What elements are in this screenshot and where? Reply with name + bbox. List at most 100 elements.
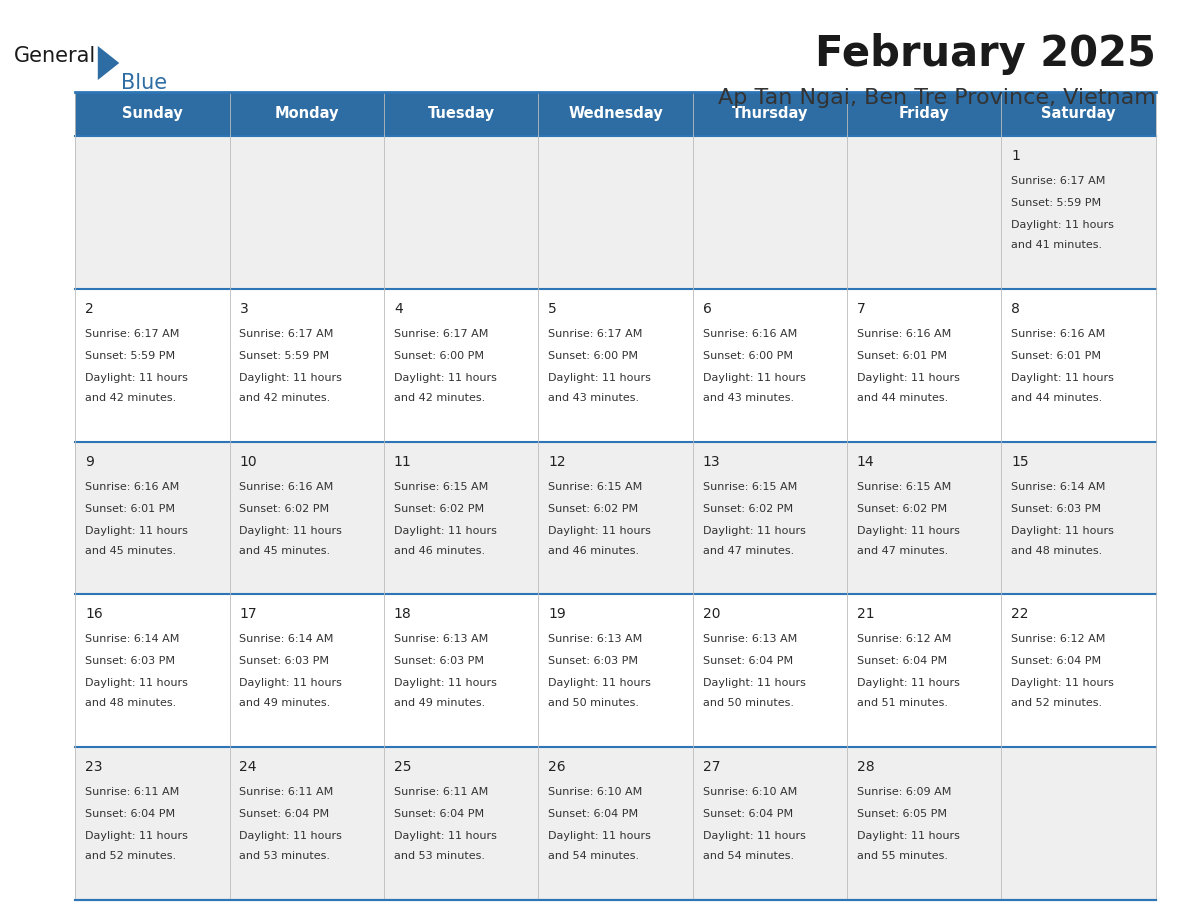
Bar (693, 289, 847, 442)
Text: and 48 minutes.: and 48 minutes. (86, 699, 176, 709)
Text: Tuesday: Tuesday (428, 106, 494, 121)
Bar (384, 289, 538, 442)
Text: Daylight: 11 hours: Daylight: 11 hours (1011, 678, 1114, 688)
Text: Sunrise: 6:10 AM: Sunrise: 6:10 AM (548, 788, 643, 797)
Text: 27: 27 (702, 760, 720, 774)
Bar (229, 594, 384, 747)
Text: Daylight: 11 hours: Daylight: 11 hours (548, 831, 651, 841)
Text: Wednesday: Wednesday (568, 106, 663, 121)
Bar (1001, 594, 1156, 747)
Bar (75, 747, 229, 900)
Text: Sunset: 6:02 PM: Sunset: 6:02 PM (240, 504, 329, 513)
Text: Friday: Friday (899, 106, 949, 121)
Text: Daylight: 11 hours: Daylight: 11 hours (240, 526, 342, 535)
Text: Sunrise: 6:12 AM: Sunrise: 6:12 AM (1011, 634, 1106, 644)
Bar (847, 136, 1001, 289)
Bar (384, 594, 538, 747)
Text: Sunset: 6:04 PM: Sunset: 6:04 PM (86, 809, 176, 819)
Text: 11: 11 (394, 454, 411, 468)
Text: Daylight: 11 hours: Daylight: 11 hours (857, 678, 960, 688)
Text: Daylight: 11 hours: Daylight: 11 hours (240, 678, 342, 688)
Bar (847, 747, 1001, 900)
Bar (229, 747, 384, 900)
Text: Sunrise: 6:16 AM: Sunrise: 6:16 AM (86, 482, 179, 492)
Text: Sunset: 6:04 PM: Sunset: 6:04 PM (548, 809, 638, 819)
Bar (693, 594, 847, 747)
Text: 22: 22 (1011, 608, 1029, 621)
Bar (75, 442, 229, 594)
Text: 15: 15 (1011, 454, 1029, 468)
Text: Sunset: 5:59 PM: Sunset: 5:59 PM (240, 351, 329, 361)
Text: and 49 minutes.: and 49 minutes. (394, 699, 485, 709)
Text: Sunrise: 6:16 AM: Sunrise: 6:16 AM (1011, 329, 1106, 339)
Text: 24: 24 (240, 760, 257, 774)
Text: Sunset: 6:04 PM: Sunset: 6:04 PM (702, 809, 792, 819)
Text: Sunrise: 6:16 AM: Sunrise: 6:16 AM (857, 329, 952, 339)
Text: Sunset: 6:02 PM: Sunset: 6:02 PM (548, 504, 638, 513)
Bar (229, 136, 384, 289)
Text: Daylight: 11 hours: Daylight: 11 hours (548, 678, 651, 688)
Text: 13: 13 (702, 454, 720, 468)
Text: Sunset: 6:00 PM: Sunset: 6:00 PM (394, 351, 484, 361)
Text: and 44 minutes.: and 44 minutes. (857, 393, 948, 403)
Text: Sunset: 6:02 PM: Sunset: 6:02 PM (857, 504, 947, 513)
Bar (693, 747, 847, 900)
Text: Sunrise: 6:17 AM: Sunrise: 6:17 AM (86, 329, 179, 339)
Text: 9: 9 (86, 454, 94, 468)
Text: and 54 minutes.: and 54 minutes. (702, 851, 794, 861)
Text: 23: 23 (86, 760, 102, 774)
Text: 1: 1 (1011, 149, 1020, 163)
Text: Sunset: 6:01 PM: Sunset: 6:01 PM (86, 504, 175, 513)
Text: Daylight: 11 hours: Daylight: 11 hours (86, 526, 188, 535)
Text: Sunrise: 6:15 AM: Sunrise: 6:15 AM (702, 482, 797, 492)
Text: Sunrise: 6:15 AM: Sunrise: 6:15 AM (394, 482, 488, 492)
Bar (75, 92, 1156, 136)
Text: February 2025: February 2025 (815, 33, 1156, 75)
Text: Sunrise: 6:11 AM: Sunrise: 6:11 AM (86, 788, 179, 797)
Text: 26: 26 (548, 760, 565, 774)
Text: and 44 minutes.: and 44 minutes. (1011, 393, 1102, 403)
Text: Daylight: 11 hours: Daylight: 11 hours (86, 831, 188, 841)
Text: 28: 28 (857, 760, 874, 774)
Text: 14: 14 (857, 454, 874, 468)
Text: and 51 minutes.: and 51 minutes. (857, 699, 948, 709)
Text: Sunset: 5:59 PM: Sunset: 5:59 PM (1011, 198, 1101, 208)
Text: Sunrise: 6:16 AM: Sunrise: 6:16 AM (702, 329, 797, 339)
Bar (847, 289, 1001, 442)
Text: and 48 minutes.: and 48 minutes. (1011, 545, 1102, 555)
Text: 4: 4 (394, 302, 403, 316)
Text: and 50 minutes.: and 50 minutes. (548, 699, 639, 709)
Text: Sunset: 6:04 PM: Sunset: 6:04 PM (240, 809, 329, 819)
Text: Sunset: 6:00 PM: Sunset: 6:00 PM (702, 351, 792, 361)
Text: Sunrise: 6:17 AM: Sunrise: 6:17 AM (240, 329, 334, 339)
Bar (847, 594, 1001, 747)
Text: and 45 minutes.: and 45 minutes. (86, 545, 176, 555)
Text: and 41 minutes.: and 41 minutes. (1011, 240, 1102, 250)
Bar (847, 442, 1001, 594)
Text: and 42 minutes.: and 42 minutes. (86, 393, 176, 403)
Text: Sunset: 6:05 PM: Sunset: 6:05 PM (857, 809, 947, 819)
Text: Sunrise: 6:10 AM: Sunrise: 6:10 AM (702, 788, 797, 797)
Text: Sunrise: 6:15 AM: Sunrise: 6:15 AM (857, 482, 952, 492)
Text: Sunset: 6:00 PM: Sunset: 6:00 PM (548, 351, 638, 361)
Text: Sunrise: 6:14 AM: Sunrise: 6:14 AM (1011, 482, 1106, 492)
Text: Monday: Monday (274, 106, 339, 121)
Text: and 52 minutes.: and 52 minutes. (1011, 699, 1102, 709)
Text: and 55 minutes.: and 55 minutes. (857, 851, 948, 861)
Text: 20: 20 (702, 608, 720, 621)
Text: Sunset: 6:03 PM: Sunset: 6:03 PM (1011, 504, 1101, 513)
Text: Ap Tan Ngai, Ben Tre Province, Vietnam: Ap Tan Ngai, Ben Tre Province, Vietnam (718, 88, 1156, 108)
Text: Daylight: 11 hours: Daylight: 11 hours (240, 373, 342, 383)
Text: 21: 21 (857, 608, 874, 621)
Bar (384, 136, 538, 289)
Text: Daylight: 11 hours: Daylight: 11 hours (394, 526, 497, 535)
Text: Daylight: 11 hours: Daylight: 11 hours (1011, 220, 1114, 230)
Text: 16: 16 (86, 608, 103, 621)
Text: Daylight: 11 hours: Daylight: 11 hours (702, 526, 805, 535)
Text: Daylight: 11 hours: Daylight: 11 hours (394, 373, 497, 383)
Bar (229, 442, 384, 594)
Text: and 50 minutes.: and 50 minutes. (702, 699, 794, 709)
Text: General: General (13, 46, 96, 66)
Text: Daylight: 11 hours: Daylight: 11 hours (394, 678, 497, 688)
Polygon shape (97, 46, 119, 80)
